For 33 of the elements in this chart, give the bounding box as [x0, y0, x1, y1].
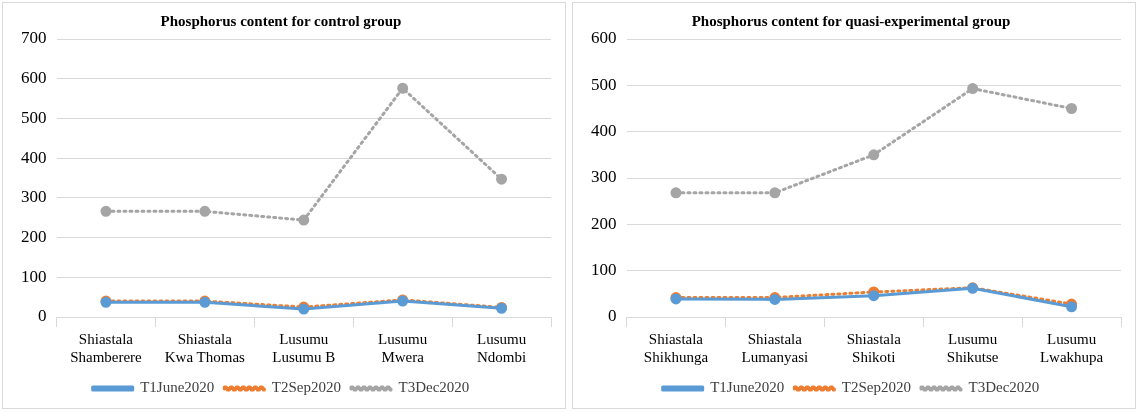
legend-label: T1June2020: [140, 379, 215, 396]
y-tick-label: 300: [21, 187, 47, 207]
y-tick-label: 400: [21, 147, 47, 167]
x-tick-label: Lusumu Lwakhupa: [1039, 330, 1104, 365]
chart-title: Phosphorus content for control group: [160, 12, 402, 29]
y-tick-label: 600: [591, 28, 617, 48]
y-tick-label: 0: [38, 306, 47, 326]
chart-title: Phosphorus content for quasi-experimental group: [691, 12, 1011, 29]
x-tick-label: Lusumu Mwera: [378, 330, 428, 365]
legend-label: T3Dec2020: [968, 379, 1040, 396]
legend-label: T1June2020: [710, 379, 785, 396]
y-tick-label: 500: [21, 107, 47, 127]
x-tick-label: Shiastala Shikhunga: [643, 330, 709, 365]
x-tick-label: Shiastala Shikoti: [846, 330, 902, 365]
y-tick-label: 100: [21, 266, 47, 286]
y-tick-label: 500: [591, 74, 617, 94]
legend-label: T3Dec2020: [398, 379, 470, 396]
y-tick-label: 600: [21, 68, 47, 88]
y-tick-label: 100: [591, 260, 617, 280]
legend-label: T2Sep2020: [841, 379, 912, 396]
legend-label: T2Sep2020: [271, 379, 342, 396]
x-tick-label: Lusumu Ndombi: [476, 330, 527, 365]
y-tick-label: 700: [21, 28, 47, 48]
x-tick-label: Lusumu Shikutse: [946, 330, 999, 365]
x-tick-label: Shiastala Kwa Thomas: [164, 330, 246, 365]
y-tick-label: 0: [608, 306, 617, 326]
x-tick-label: Shiastala Shamberere: [70, 330, 143, 365]
x-tick-label: Lusumu Lusumu B: [272, 330, 336, 365]
y-tick-label: 300: [591, 167, 617, 187]
y-tick-label: 200: [21, 227, 47, 247]
y-tick-label: 200: [591, 213, 617, 233]
y-tick-label: 400: [591, 121, 617, 141]
x-tick-label: Shiastala Lumanyasi: [741, 330, 809, 365]
